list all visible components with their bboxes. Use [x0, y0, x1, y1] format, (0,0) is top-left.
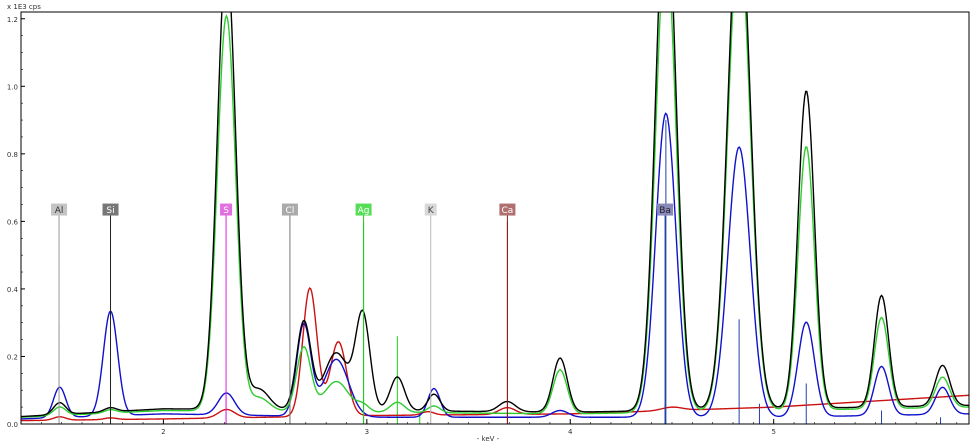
- element-marker-box: [424, 203, 437, 216]
- element-marker-label: Al: [55, 206, 64, 216]
- element-markers: Al Si S Cl Ag K Ca Ba: [51, 203, 674, 424]
- y-tick-label: 0.8: [7, 151, 18, 159]
- spectrum-line: [21, 12, 969, 418]
- plot-frame: [20, 11, 970, 425]
- element-marker-box: [499, 203, 516, 216]
- element-marker: S: [220, 203, 233, 424]
- element-marker-label: S: [223, 206, 229, 216]
- element-marker-box: [355, 203, 372, 216]
- element-marker-label: Cl: [286, 206, 295, 216]
- x-tick-label: 5: [771, 428, 775, 436]
- element-marker: Ba: [657, 203, 674, 424]
- y-tick-label: 0.4: [7, 286, 19, 294]
- element-marker-label: Si: [106, 206, 114, 216]
- x-tick-label: 3: [365, 428, 369, 436]
- element-marker: Si: [102, 203, 119, 424]
- x-tick-label: 2: [161, 428, 165, 436]
- element-marker: Ca: [499, 203, 516, 424]
- element-marker: Ag: [355, 203, 372, 424]
- spectrum-line: [21, 112, 969, 420]
- y-axis-label: x 1E3 cps: [7, 3, 41, 11]
- element-marker-label: Ca: [502, 206, 514, 216]
- y-tick-label: 1.2: [7, 16, 18, 24]
- spectrum-series: [21, 12, 969, 422]
- element-marker-box: [657, 203, 674, 216]
- element-marker-box: [102, 203, 119, 216]
- y-tick-label: 1.0: [7, 83, 18, 91]
- spectrum-line: [21, 12, 969, 418]
- spectrum-line: [21, 287, 969, 422]
- element-marker: K: [424, 203, 437, 424]
- element-marker-box: [51, 203, 68, 216]
- element-marker-box: [281, 203, 298, 216]
- element-marker-label: K: [428, 206, 435, 216]
- x-axis-label: - keV -: [477, 435, 500, 443]
- element-marker-label: Ag: [358, 206, 370, 216]
- y-tick-label: 0.6: [7, 218, 19, 226]
- y-tick-label: 0.2: [7, 353, 18, 361]
- element-marker: Al: [51, 203, 68, 424]
- element-marker: Cl: [281, 203, 298, 424]
- y-tick-label: 0.0: [7, 421, 18, 429]
- x-tick-label: 4: [568, 428, 573, 436]
- element-marker-label: Ba: [659, 206, 671, 216]
- element-marker-box: [220, 203, 233, 216]
